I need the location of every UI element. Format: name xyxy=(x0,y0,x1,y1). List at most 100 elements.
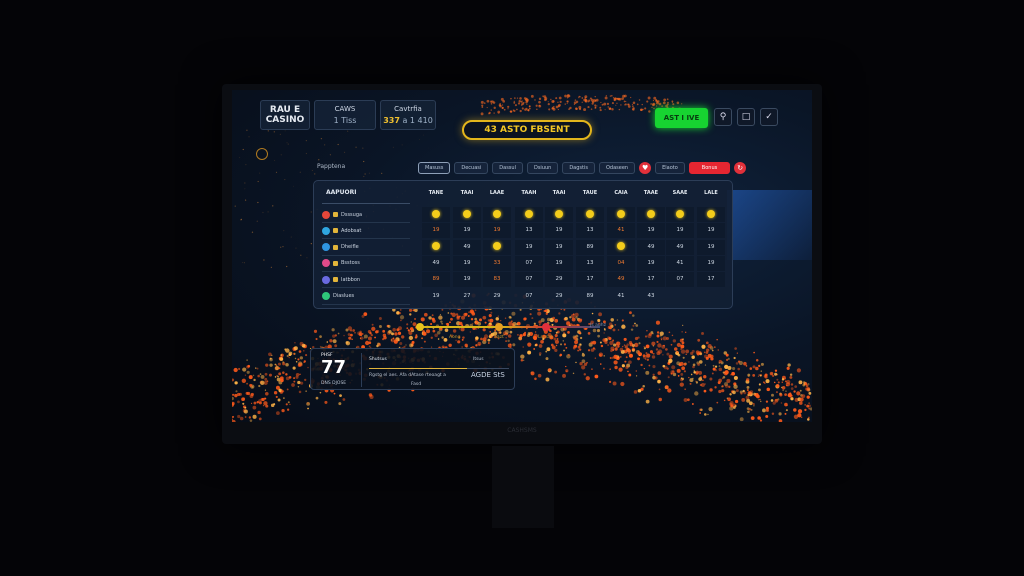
table-cell[interactable]: 49 xyxy=(666,239,694,255)
table-cell[interactable] xyxy=(607,239,635,255)
brush-icon[interactable]: ✓ xyxy=(760,108,778,126)
table-cell[interactable]: 19 xyxy=(697,239,725,255)
table-cell[interactable]: 13 xyxy=(576,223,604,239)
table-cell[interactable] xyxy=(422,239,450,255)
table-cell[interactable]: 89 xyxy=(586,292,594,299)
table-cell[interactable]: 17 xyxy=(697,272,725,288)
table-row-label[interactable]: Adobsat xyxy=(322,223,410,240)
table-row-label[interactable]: Iatbbon xyxy=(322,272,410,289)
table-cell[interactable]: 33 xyxy=(483,255,511,271)
search-icon[interactable]: ⚲ xyxy=(714,108,732,126)
filter-chip[interactable]: Dsiuun xyxy=(526,162,559,174)
save-icon[interactable]: □ xyxy=(737,108,755,126)
table-cell[interactable]: 07 xyxy=(666,272,694,288)
particle xyxy=(774,398,779,403)
particle xyxy=(721,389,725,393)
table-cell[interactable]: 29 xyxy=(493,292,501,299)
table-cell[interactable]: 13 xyxy=(576,255,604,271)
table-cell[interactable]: 29 xyxy=(555,292,563,299)
casino-logo[interactable]: RAU E CASINO xyxy=(260,100,310,130)
table-cell[interactable]: 19 xyxy=(545,239,573,255)
particle xyxy=(759,400,762,403)
table-cell[interactable]: 83 xyxy=(483,272,511,288)
table-cell[interactable]: 19 xyxy=(697,255,725,271)
particle xyxy=(399,315,405,320)
table-cell[interactable]: 19 xyxy=(545,255,573,271)
filter-chip[interactable]: Odaseen xyxy=(598,162,636,174)
table-cell[interactable] xyxy=(515,207,543,222)
table-cell[interactable]: 19 xyxy=(432,292,440,299)
table-cell[interactable]: 19 xyxy=(453,223,481,239)
particle xyxy=(257,180,259,183)
filter-chip[interactable]: Dassul xyxy=(492,162,523,174)
table-cell[interactable]: 49 xyxy=(422,255,450,271)
table-cell[interactable]: 17 xyxy=(576,272,604,288)
filter-chip[interactable]: Masuss xyxy=(418,162,451,174)
table-cell[interactable]: 49 xyxy=(453,239,481,255)
table-cell[interactable]: 19 xyxy=(515,239,543,255)
table-cell[interactable]: 13 xyxy=(515,223,543,239)
particle xyxy=(343,151,346,153)
step-node[interactable] xyxy=(495,323,503,331)
table-cell[interactable]: 29 xyxy=(545,272,573,288)
heart-icon[interactable]: ♥ xyxy=(639,162,652,174)
filter-chip[interactable]: Elaoto xyxy=(655,162,685,174)
table-cell[interactable]: 41 xyxy=(666,255,694,271)
filter-chip[interactable]: Decuasi xyxy=(454,162,489,174)
table-cell[interactable]: 19 xyxy=(637,223,665,239)
table-cell[interactable]: 19 xyxy=(697,223,725,239)
particle xyxy=(621,345,624,348)
table-row-label[interactable]: Dheifle xyxy=(322,240,410,256)
bonus-button[interactable]: Bonus xyxy=(688,162,731,174)
table-cell[interactable]: 04 xyxy=(607,255,635,271)
table-cell[interactable]: 19 xyxy=(666,223,694,239)
table-cell[interactable]: 19 xyxy=(637,255,665,271)
particle xyxy=(666,103,669,106)
particle xyxy=(507,105,510,108)
table-cell[interactable]: 89 xyxy=(576,239,604,255)
table-cell[interactable]: 19 xyxy=(453,272,481,288)
table-cell[interactable] xyxy=(666,289,694,304)
table-cell[interactable]: 43 xyxy=(647,292,655,299)
table-cell[interactable]: 27 xyxy=(463,292,471,299)
table-cell[interactable]: 89 xyxy=(422,272,450,288)
table-cell[interactable]: 41 xyxy=(607,223,635,239)
table-row-label[interactable]: Dsssuga xyxy=(322,207,410,223)
table-cell[interactable] xyxy=(607,207,635,222)
table-cell[interactable] xyxy=(483,207,511,222)
particle xyxy=(670,372,673,375)
table-cell[interactable] xyxy=(697,289,725,304)
summary-card: PHSF 77 DNS DJOSE Shutsus Itsus Rgstg el… xyxy=(310,348,515,390)
table-cell[interactable] xyxy=(483,239,511,255)
table-cell[interactable] xyxy=(545,207,573,222)
particle xyxy=(470,310,475,314)
team-icon xyxy=(322,259,330,268)
table-cell[interactable]: 41 xyxy=(617,292,625,299)
table-row-label[interactable]: Bsstoss xyxy=(322,256,410,272)
table-cell[interactable]: 49 xyxy=(637,239,665,255)
coin-icon xyxy=(555,209,563,218)
table-cell[interactable]: 19 xyxy=(453,255,481,271)
table-row-label[interactable]: Diaslues xyxy=(322,289,410,305)
table-cell[interactable]: 07 xyxy=(515,272,543,288)
cta-button[interactable]: AST I IVE xyxy=(655,108,708,128)
particle xyxy=(486,106,488,109)
table-cell[interactable] xyxy=(576,207,604,222)
table-cell[interactable]: 07 xyxy=(525,292,533,299)
table-cell[interactable] xyxy=(697,207,725,222)
filter-chip[interactable]: Dagstis xyxy=(562,162,595,174)
table-cell[interactable] xyxy=(453,207,481,222)
table-cell[interactable] xyxy=(422,207,450,222)
table-cell[interactable]: 19 xyxy=(483,223,511,239)
step-node[interactable] xyxy=(416,323,424,331)
table-cell[interactable]: 19 xyxy=(422,223,450,239)
refresh-icon[interactable]: ↻ xyxy=(734,162,747,174)
table-cell[interactable]: 19 xyxy=(545,223,573,239)
table-cell[interactable]: 49 xyxy=(607,272,635,288)
step-node[interactable] xyxy=(542,323,550,331)
table-cell[interactable] xyxy=(637,207,665,222)
table-cell[interactable]: 07 xyxy=(515,255,543,271)
promo-button[interactable]: 43 ASTO FBSENT xyxy=(462,120,592,140)
table-cell[interactable] xyxy=(666,207,694,222)
table-cell[interactable]: 17 xyxy=(637,272,665,288)
